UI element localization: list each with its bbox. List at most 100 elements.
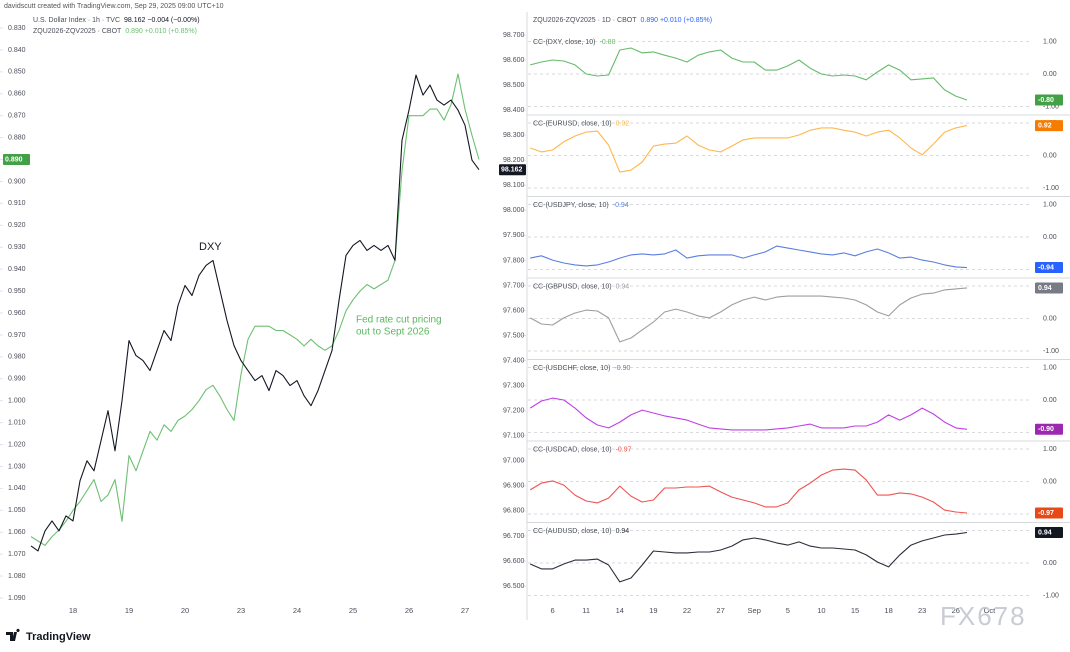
last-value-label: 98.162 — [501, 167, 523, 174]
y2-tick-label: 98.500 — [503, 82, 525, 89]
panel-name: CC-(DXY, close, 10) — [533, 39, 596, 46]
y2-tick-label: 96.700 — [503, 533, 525, 540]
last-value-label: -0.94 — [1038, 264, 1054, 271]
y-tick-label: 1.010 — [8, 419, 26, 426]
y-tick-label: 0.990 — [8, 376, 26, 383]
pane-title-quote: 0.890 +0.010 (+0.85%) — [640, 17, 712, 24]
panel-name: CC-(AUDUSD, close, 10) — [533, 528, 612, 535]
x-tick-label: 27 — [461, 606, 469, 615]
last-value-label: 0.92 — [1038, 122, 1052, 129]
legend-entry: ZQU2026-ZQV2025 · CBOT 0.890 +0.010 (+0.8… — [33, 28, 197, 35]
y2-tick-label: 96.800 — [503, 508, 525, 515]
pane-title-name: ZQU2026-ZQV2025 · 1D · CBOT — [533, 17, 637, 24]
y-tick-label: 0.900 — [8, 178, 26, 185]
y-tick-label: 0.00 — [1043, 560, 1057, 567]
legend-name: ZQU2026-ZQV2025 · CBOT — [33, 28, 122, 35]
y-tick-label: 0.00 — [1043, 315, 1057, 322]
panel-value: 0.94 — [616, 283, 630, 290]
correlation-line — [530, 47, 968, 101]
panel-name: CC-(USDCAD, close, 10) — [533, 446, 612, 453]
last-value-box — [1035, 94, 1063, 106]
y-tick-label: 0.980 — [8, 354, 26, 361]
correlation-line — [529, 531, 968, 583]
y2-tick-label: 96.500 — [503, 583, 525, 590]
pane-title: ZQU2026-ZQV2025 · 1D · CBOT 0.890 +0.010 … — [533, 17, 712, 24]
y2-tick-label: 97.600 — [503, 307, 525, 314]
y2-tick-label: 97.200 — [503, 408, 525, 415]
tradingview-logo: TradingView — [6, 628, 91, 643]
x-tick-label: 23 — [918, 606, 926, 615]
panel-value: 0.94 — [616, 528, 630, 535]
annotation: DXY — [199, 241, 222, 253]
x-tick-label: 14 — [616, 606, 624, 615]
y2-tick-label: 96.600 — [503, 558, 525, 565]
x-tick-label: 19 — [649, 606, 657, 615]
last-value-label: 0.94 — [1038, 529, 1052, 536]
y-tick-label: 1.00 — [1043, 446, 1057, 453]
x-tick-label: 15 — [851, 606, 859, 615]
y2-tick-label: 97.500 — [503, 332, 525, 339]
x-tick-label: 20 — [181, 606, 189, 615]
x-tick-label: 25 — [349, 606, 357, 615]
y-tick-label: 0.970 — [8, 332, 26, 339]
legend-name: U.S. Dollar Index · 1h · TVC — [33, 17, 120, 24]
y2-tick-label: 97.100 — [503, 433, 525, 440]
y-tick-label: 1.060 — [8, 529, 26, 536]
y-tick-label: 1.070 — [8, 551, 26, 558]
x-tick-label: 27 — [716, 606, 724, 615]
y2-tick-label: 97.300 — [503, 382, 525, 389]
panel-value: 0.92 — [616, 120, 630, 127]
annotation: out to Sept 2026 — [356, 327, 430, 338]
correlation-line — [529, 468, 968, 514]
x-tick-label: Oct — [984, 606, 997, 615]
y-tick-label: 0.880 — [8, 134, 26, 141]
y2-tick-label: 97.700 — [503, 282, 525, 289]
y2-tick-label: 98.700 — [503, 32, 525, 39]
panel-value: -0.80 — [600, 39, 616, 46]
last-value-label: -0.90 — [1038, 426, 1054, 433]
y2-tick-label: 97.900 — [503, 232, 525, 239]
last-value-box — [1035, 526, 1063, 538]
y-tick-label: 0.00 — [1043, 71, 1057, 78]
y-tick-label: 0.940 — [8, 266, 26, 273]
panel-name: CC-(EURUSD, close, 10) — [533, 120, 612, 127]
x-tick-label: 23 — [237, 606, 245, 615]
panel-title: CC-(AUDUSD, close, 10) 0.94 — [533, 528, 629, 535]
y2-tick-label: 98.400 — [503, 107, 525, 114]
y2-tick-label: 98.300 — [503, 132, 525, 139]
y-tick-label: 0.920 — [8, 222, 26, 229]
y-tick-label: 1.00 — [1043, 364, 1057, 371]
series-line — [30, 74, 480, 552]
y2-tick-label: 97.800 — [503, 257, 525, 264]
panel-title: CC-(USDJPY, close, 10) -0.94 — [533, 202, 629, 209]
y-tick-label: 0.00 — [1043, 152, 1057, 159]
last-value-label: 0.94 — [1038, 285, 1052, 292]
panel-title: CC-(USDCHF, close, 10) -0.90 — [533, 365, 630, 372]
y-tick-label: 1.050 — [8, 507, 26, 514]
correlation-line — [529, 397, 968, 431]
y-tick-label: 1.00 — [1043, 201, 1057, 208]
annotation: Fed rate cut pricing — [356, 315, 442, 326]
y-tick-label: 1.080 — [8, 573, 26, 580]
x-tick-label: 26 — [952, 606, 960, 615]
y2-tick-label: 98.000 — [503, 207, 525, 214]
y-tick-label: 1.00 — [1043, 38, 1057, 45]
panel-title: CC-(EURUSD, close, 10) 0.92 — [533, 120, 629, 127]
y-tick-label: 0.840 — [8, 47, 26, 54]
x-tick-label: 19 — [125, 606, 133, 615]
y2-tick-label: 96.900 — [503, 483, 525, 490]
y-tick-label: 1.030 — [8, 463, 26, 470]
last-value-box — [1035, 120, 1063, 132]
panel-name: CC-(GBPUSD, close, 10) — [533, 283, 612, 290]
x-tick-label: Sep — [748, 606, 761, 615]
y2-tick-label: 97.000 — [503, 458, 525, 465]
panel-name: CC-(USDJPY, close, 10) — [533, 202, 609, 209]
last-value-box — [1035, 507, 1063, 519]
last-value-box — [3, 154, 30, 166]
correlation-line — [530, 245, 968, 269]
x-tick-label: 26 — [405, 606, 413, 615]
last-value-box — [1035, 282, 1063, 294]
x-tick-label: 18 — [884, 606, 892, 615]
x-tick-label: 22 — [683, 606, 691, 615]
y-tick-label: 0.00 — [1043, 234, 1057, 241]
